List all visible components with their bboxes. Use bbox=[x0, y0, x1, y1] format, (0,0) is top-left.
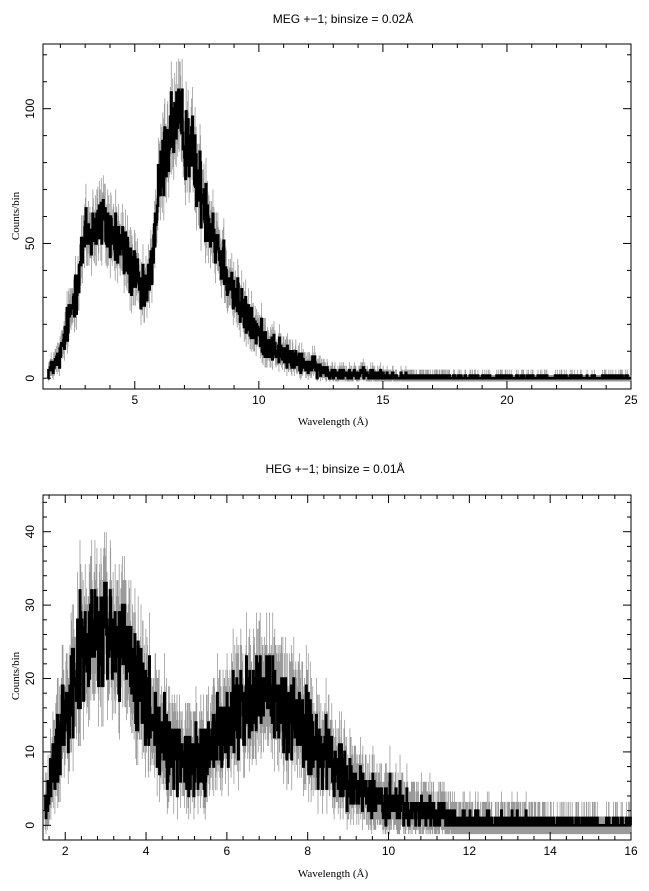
heg-chart-title: HEG +−1; binsize = 0.01Å bbox=[265, 461, 404, 476]
heg-y-tick-label: 30 bbox=[23, 598, 37, 612]
heg-x-tick-label: 8 bbox=[304, 844, 311, 858]
heg-x-tick-label: 12 bbox=[463, 844, 477, 858]
heg-y-tick-label: 20 bbox=[23, 672, 37, 686]
heg-x-tick-label: 2 bbox=[62, 844, 69, 858]
heg-x-tick-label: 6 bbox=[224, 844, 231, 858]
heg-x-axis-label: Wavelength (Å) bbox=[298, 868, 369, 880]
heg-x-tick-label: 10 bbox=[382, 844, 396, 858]
meg-x-tick-label: 10 bbox=[252, 393, 266, 407]
meg-axis-ticks: 5 10 15 20 25 0 50 100 bbox=[23, 44, 638, 407]
heg-y-tick-label: 40 bbox=[23, 525, 37, 539]
meg-chart-title: MEG +−1; binsize = 0.02Å bbox=[273, 11, 413, 26]
meg-x-tick-label: 25 bbox=[624, 393, 638, 407]
heg-y-tick-label: 10 bbox=[23, 745, 37, 759]
meg-y-tick-label: 100 bbox=[23, 98, 37, 118]
meg-x-tick-label: 5 bbox=[131, 393, 138, 407]
meg-y-axis-label: Counts/bin bbox=[10, 191, 22, 240]
heg-plot-frame bbox=[42, 494, 632, 841]
meg-error-bars bbox=[47, 58, 632, 382]
meg-x-tick-label: 15 bbox=[376, 393, 390, 407]
heg-axis-ticks: 2 4 6 8 10 12 14 16 0 10 20 30 40 bbox=[23, 495, 638, 858]
heg-y-axis-label: Counts/bin bbox=[10, 651, 22, 700]
meg-plot-frame bbox=[42, 43, 632, 390]
meg-x-tick-label: 20 bbox=[500, 393, 514, 407]
heg-spectrum-line bbox=[44, 581, 632, 827]
heg-x-tick-label: 16 bbox=[624, 844, 638, 858]
heg-x-tick-label: 14 bbox=[543, 844, 557, 858]
meg-y-tick-label: 0 bbox=[23, 375, 37, 382]
meg-x-axis-label: Wavelength (Å) bbox=[298, 416, 369, 428]
heg-panel: HEG +−1; binsize = 0.01Å 2 4 6 8 10 12 14 16 0 10… bbox=[10, 461, 638, 880]
meg-spectrum-line bbox=[47, 88, 631, 380]
heg-x-tick-label: 4 bbox=[143, 844, 150, 858]
heg-y-tick-label: 0 bbox=[23, 822, 37, 829]
meg-y-tick-label: 50 bbox=[23, 236, 37, 250]
meg-panel: MEG +−1; binsize = 0.02Å 5 10 15 20 25 0 50 100… bbox=[10, 11, 638, 428]
